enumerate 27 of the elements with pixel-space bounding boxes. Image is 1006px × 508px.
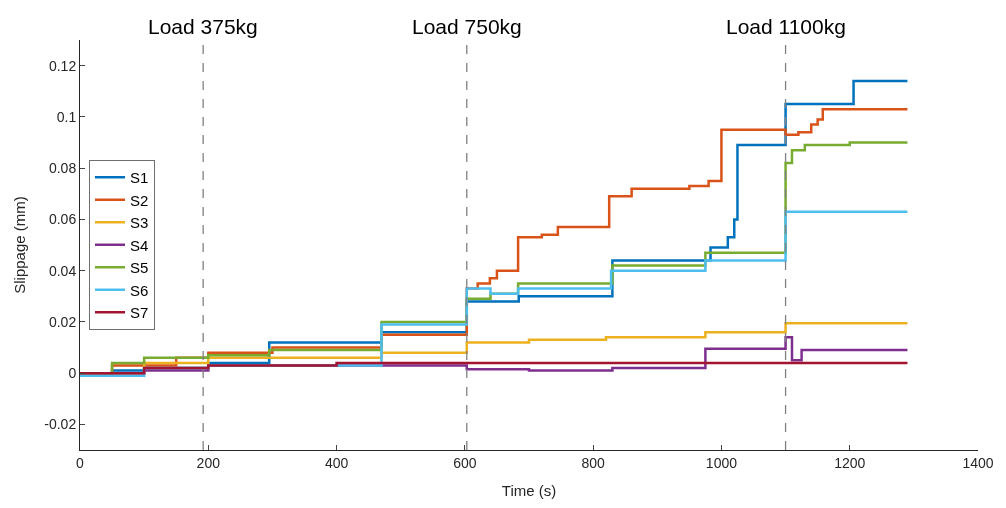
y-tick-label: 0.1	[56, 108, 77, 125]
y-tick-label: 0.06	[48, 211, 77, 228]
x-tick-label: 400	[324, 454, 349, 471]
legend-label: S7	[129, 304, 149, 322]
y-tick-label: 0.04	[48, 262, 77, 279]
x-tick-label: 200	[196, 454, 221, 471]
x-tick-label: 600	[453, 454, 477, 471]
x-axis-title: Time (s)	[501, 481, 557, 499]
x-tick-label: 1000	[705, 454, 738, 471]
legend-label: S5	[129, 259, 149, 277]
y-tick-label: 0.12	[48, 57, 77, 74]
legend-label: S6	[129, 281, 149, 299]
ref-line-label: Load 1100kg	[726, 15, 846, 38]
y-tick-label: 0	[68, 365, 77, 382]
y-tick-label: 0.08	[48, 160, 77, 177]
legend-label: S3	[129, 214, 149, 232]
ref-line-label: Load 750kg	[412, 15, 522, 38]
legend-label: S4	[129, 236, 149, 254]
ref-line-label: Load 375kg	[148, 15, 258, 38]
y-axis-title: Slippage (mm)	[10, 196, 28, 294]
y-tick-label: 0.02	[48, 313, 77, 330]
x-tick-label: 800	[581, 454, 606, 471]
x-tick-label: 1400	[962, 454, 994, 471]
y-tick-label: -0.02	[44, 416, 77, 433]
x-tick-label: 1200	[834, 454, 866, 471]
legend-label: S1	[129, 169, 149, 187]
legend-label: S2	[129, 191, 149, 209]
